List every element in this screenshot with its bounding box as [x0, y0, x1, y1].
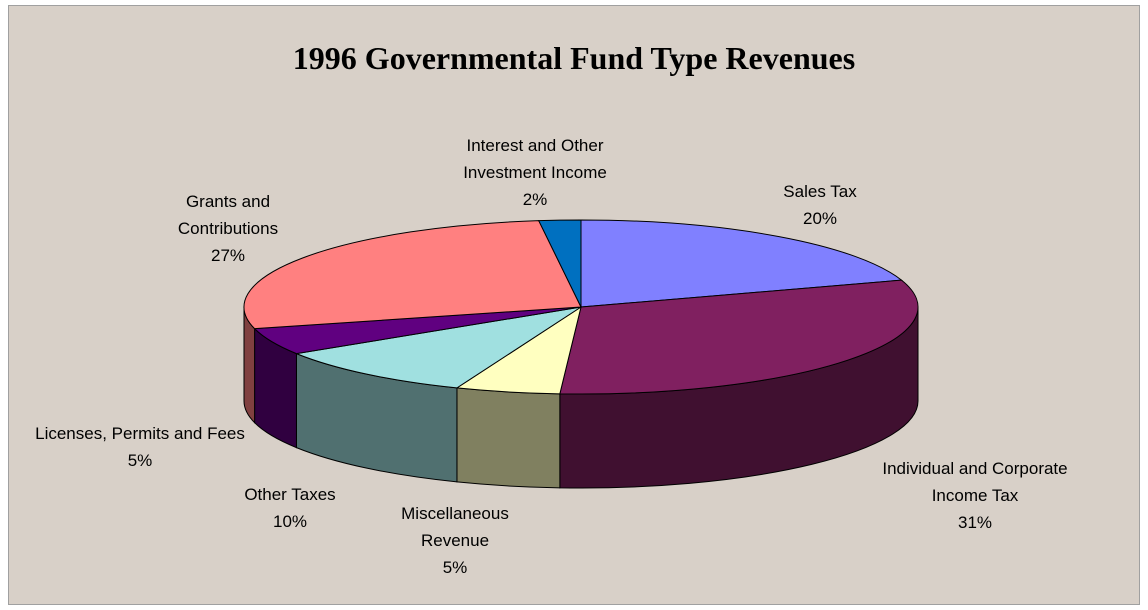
- chart-title: 1996 Governmental Fund Type Revenues: [292, 40, 856, 76]
- slice-side: [456, 387, 561, 489]
- slice-label: Individual and Corporate Income Tax 31%: [868, 455, 1083, 536]
- category-label: Other Taxes: [244, 485, 336, 504]
- category-label: Miscellaneous Revenue: [401, 504, 509, 550]
- category-label: Licenses, Permits and Fees: [35, 424, 245, 443]
- slice: [580, 219, 903, 308]
- slice-label: Other Taxes 10%: [220, 481, 360, 535]
- value-label: 31%: [957, 513, 993, 532]
- category-label: Sales Tax: [783, 182, 857, 201]
- slice: [243, 220, 582, 330]
- category-label: Interest and Other Investment Income: [463, 136, 607, 182]
- category-label: Grants and Contributions: [177, 192, 279, 238]
- value-label: 27%: [210, 246, 246, 265]
- value-label: 5%: [442, 558, 468, 577]
- slice: [294, 306, 582, 389]
- value-label: 20%: [802, 209, 838, 228]
- value-label: 10%: [272, 512, 308, 531]
- slice: [559, 279, 919, 395]
- slice-label: Grants and Contributions 27%: [158, 188, 298, 269]
- slice-label: Interest and Other Investment Income 2%: [448, 132, 623, 213]
- category-label: Individual and Corporate Income Tax: [882, 459, 1068, 505]
- value-label: 5%: [127, 451, 153, 470]
- slice: [537, 219, 582, 308]
- slice-label: Miscellaneous Revenue 5%: [380, 500, 530, 581]
- slice-label: Licenses, Permits and Fees 5%: [15, 420, 265, 474]
- value-label: 2%: [522, 190, 548, 209]
- slice-label: Sales Tax 20%: [755, 178, 885, 232]
